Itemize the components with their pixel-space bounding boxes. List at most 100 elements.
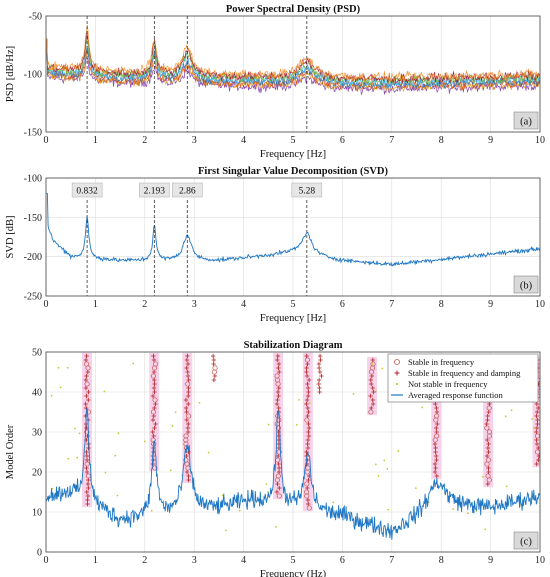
stab-y-tick-label: 10	[32, 508, 42, 519]
psd-series-line	[46, 38, 540, 90]
stab-stable-damping-point	[84, 489, 90, 495]
stab-not-stable-point	[381, 367, 384, 370]
stab-stable-damping-point	[276, 385, 282, 391]
svd-peak-label-box	[172, 182, 203, 198]
stab-not-stable-point	[67, 457, 70, 460]
stab-stable-damping-point	[150, 417, 156, 423]
stab-stable-freq-point	[153, 361, 159, 367]
stab-stable-freq-point	[304, 417, 310, 423]
stab-stable-damping-point	[433, 465, 438, 471]
stab-stable-damping-point	[433, 401, 438, 407]
stab-stable-damping-point	[151, 457, 156, 463]
stab-not-stable-point	[59, 386, 62, 389]
stab-stable-damping-point	[86, 389, 91, 395]
stab-stable-damping-point	[433, 445, 438, 451]
stab-stable-damping-point	[151, 413, 156, 419]
stab-stable-damping-point	[305, 457, 310, 463]
svd-ticks: 0 1 2 3 4 5 6 7 8 9 10 -250 -200 -150 -100	[24, 174, 545, 311]
stab-x-axis-label: Frequency (Hz)	[260, 569, 327, 577]
stab-not-stable-point	[295, 423, 298, 426]
stab-stable-damping-point	[84, 353, 89, 359]
stab-stable-damping-point	[484, 453, 490, 459]
stab-not-stable-point	[76, 456, 79, 459]
stab-stable-damping-point	[486, 409, 491, 415]
svd-y-tick-label: -150	[24, 213, 42, 224]
stab-stable-damping-point	[305, 413, 310, 419]
stab-not-stable-point	[383, 459, 386, 462]
stab-stable-damping-point	[151, 353, 156, 359]
stab-not-stable-point	[531, 417, 534, 420]
stab-not-stable-point	[452, 508, 455, 511]
stab-stable-freq-point	[486, 429, 493, 435]
stab-stable-damping-point	[85, 501, 90, 507]
stab-stable-damping-point	[275, 397, 280, 403]
stab-stable-damping-point	[486, 449, 491, 455]
stab-stable-freq-point	[486, 433, 492, 439]
stab-stable-damping-point	[84, 393, 89, 399]
svd-peak-label-box	[139, 182, 170, 198]
svd-x-tick-label: 5	[291, 299, 296, 310]
stab-not-stable-point	[104, 471, 107, 474]
stab-stable-damping-point	[185, 393, 191, 399]
stab-stable-damping-point	[368, 377, 374, 383]
stab-stable-damping-point	[369, 381, 374, 387]
stab-not-stable-point	[74, 427, 76, 430]
psd-title: Power Spectral Density (PSD)	[226, 4, 361, 15]
stab-stable-damping-point	[86, 397, 91, 403]
stab-stable-damping-point	[305, 397, 310, 403]
svd-x-tick-label: 0	[44, 299, 49, 310]
stab-stable-freq-point	[152, 465, 158, 471]
psd-x-tick-label: 8	[439, 135, 444, 146]
stab-stable-damping-point	[153, 421, 158, 427]
stab-stable-damping-point	[434, 425, 439, 431]
svd-x-tick-label: 8	[439, 299, 444, 310]
svd-panel: 0 1 2 3 4 5 6 7 8 9 10 -250 -200 -150 -100 First Singul…	[5, 166, 545, 324]
svd-y-tick-label: -250	[24, 292, 42, 303]
stab-stable-damping-point	[276, 405, 281, 411]
stab-stable-freq-point	[83, 361, 90, 367]
stab-panel-label-box	[513, 531, 539, 550]
stab-stable-damping-point	[304, 365, 309, 371]
stab-stable-damping-point	[84, 453, 90, 459]
stab-not-stable-point	[504, 415, 507, 418]
stab-stable-damping-point	[185, 353, 190, 359]
stab-stable-damping-point	[316, 365, 322, 371]
stab-stable-damping-point	[368, 393, 373, 399]
stab-stable-damping-point	[305, 405, 310, 411]
svd-peak-label: 0.832	[71, 182, 103, 198]
stab-stable-damping-point	[318, 357, 323, 363]
stab-stable-damping-point	[534, 461, 539, 467]
stab-not-stable-point	[374, 463, 377, 466]
stab-not-stable-point	[371, 363, 374, 366]
stab-not-stable-point	[238, 509, 241, 512]
psd-series-line	[46, 25, 540, 83]
stab-stable-damping-point	[152, 405, 157, 411]
stab-stable-damping-point	[276, 361, 282, 367]
stab-stable-damping-point	[83, 413, 88, 419]
stab-stable-damping-point	[85, 433, 90, 439]
legend-circle-marker	[394, 359, 400, 365]
psd-ticks: 0 1 2 3 4 5 6 7 8 9 10 -150 -100 -50	[24, 12, 545, 147]
stab-stable-damping-point	[276, 469, 282, 475]
stab-stable-damping-point	[305, 393, 311, 399]
stab-stable-damping-point	[277, 485, 282, 491]
stab-not-stable-point	[207, 451, 210, 454]
stab-stable-damping-point	[211, 357, 217, 363]
stab-stable-damping-point	[86, 485, 91, 491]
stab-stable-damping-point	[306, 501, 311, 507]
stab-stable-freq-point	[275, 377, 281, 383]
stab-stable-damping-point	[434, 473, 439, 479]
stab-stable-damping-point	[84, 457, 90, 463]
svd-panel-label-box	[513, 275, 539, 294]
stab-stable-freq-point	[275, 473, 281, 479]
stab-title: Stabilization Diagram	[244, 340, 343, 351]
stab-stable-damping-point	[486, 465, 491, 471]
stab-stable-damping-point	[434, 405, 439, 411]
stab-stable-damping-point	[485, 445, 491, 451]
svd-x-tick-label: 7	[389, 299, 394, 310]
psd-y-axis-label: PSD [dB/Hz]	[5, 46, 16, 102]
stab-stable-damping-point	[534, 401, 540, 407]
stab-stable-damping-point	[185, 373, 191, 379]
stab-stable-damping-point	[306, 421, 311, 427]
